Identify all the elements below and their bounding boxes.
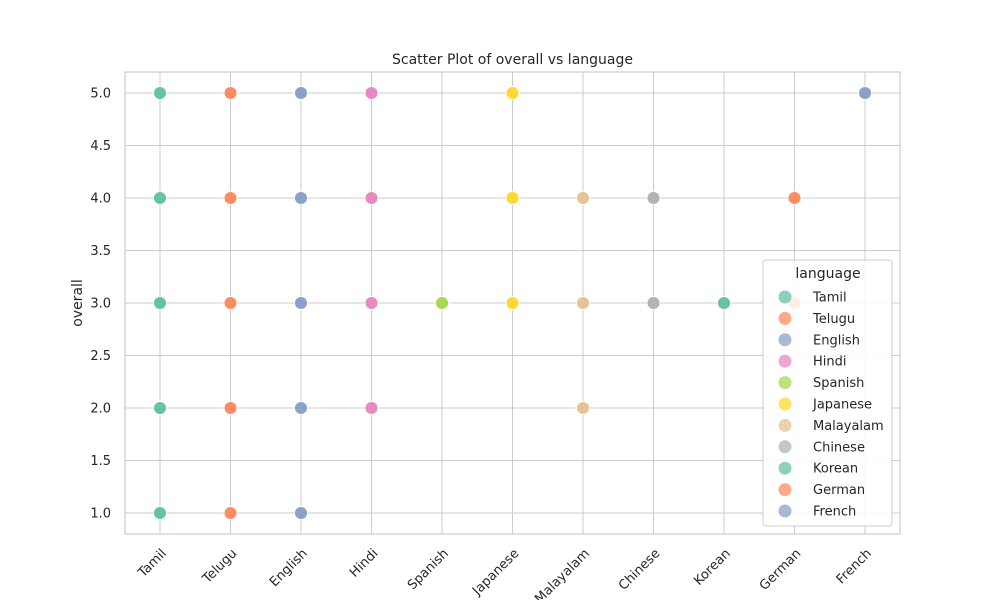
- data-point: [294, 191, 308, 205]
- data-point: [153, 191, 167, 205]
- legend-marker: [778, 376, 792, 390]
- legend-label: German: [813, 483, 865, 498]
- legend-box: [762, 259, 893, 527]
- data-point: [153, 506, 167, 520]
- legend-title: language: [795, 266, 860, 282]
- legend-marker: [778, 290, 792, 304]
- y-tick-label: 2.5: [90, 349, 111, 364]
- data-point: [153, 86, 167, 100]
- legend-label: English: [813, 333, 860, 348]
- legend-marker: [778, 418, 792, 432]
- legend: language Tamil Telugu English Hindi Spanish J…: [762, 259, 893, 527]
- legend-label: Malayalam: [813, 419, 884, 434]
- legend-label: Hindi: [813, 355, 847, 370]
- data-point: [364, 86, 379, 100]
- legend-marker: [778, 333, 792, 347]
- data-point: [858, 86, 872, 100]
- data-point: [576, 401, 590, 415]
- legend-marker: [778, 311, 792, 325]
- y-tick-label: 3.5: [90, 244, 111, 259]
- data-point: [646, 191, 661, 205]
- legend-marker: [778, 397, 792, 411]
- data-point: [153, 296, 167, 310]
- legend-label: French: [813, 505, 856, 520]
- data-point: [294, 506, 308, 520]
- data-point: [435, 296, 449, 310]
- y-tick-labels: 1.0 1.5 2.0 2.5 3.0 3.5 4.0 4.5 5.0: [90, 87, 111, 522]
- data-point: [294, 401, 308, 415]
- data-point: [717, 296, 731, 310]
- y-tick-label: 5.0: [90, 87, 111, 102]
- data-point: [576, 191, 590, 205]
- data-point: [646, 296, 661, 310]
- legend-marker: [778, 461, 792, 475]
- y-tick-label: 1.5: [90, 454, 111, 469]
- legend-items: Tamil Telugu English Hindi Spanish Japanese Ma…: [778, 290, 884, 520]
- data-point: [223, 296, 238, 310]
- data-point: [294, 296, 308, 310]
- data-point: [153, 401, 167, 415]
- data-point: [505, 86, 520, 100]
- legend-marker: [778, 354, 792, 368]
- plot-frame: [124, 71, 901, 535]
- y-tick-label: 1.0: [90, 507, 111, 522]
- legend-label: Japanese: [812, 398, 872, 413]
- legend-label: Tamil: [812, 291, 847, 306]
- data-point: [223, 86, 238, 100]
- data-point: [505, 296, 520, 310]
- legend-label: Chinese: [813, 440, 865, 455]
- legend-label: Spanish: [813, 376, 864, 391]
- legend-label: Telugu: [812, 312, 855, 327]
- data-point: [223, 191, 238, 205]
- y-tick-label: 3.0: [90, 297, 111, 312]
- legend-marker: [778, 440, 792, 454]
- legend-marker: [778, 483, 792, 497]
- chart-title: Scatter Plot of overall vs language: [392, 52, 633, 68]
- legend-label: Korean: [813, 462, 858, 477]
- data-point: [223, 506, 238, 520]
- data-point: [364, 191, 379, 205]
- y-tick-label: 4.5: [90, 139, 111, 154]
- data-points: [153, 86, 872, 520]
- y-tick-label: 2.0: [90, 402, 111, 417]
- data-point: [576, 296, 590, 310]
- data-point: [787, 191, 802, 205]
- legend-marker: [778, 504, 792, 518]
- data-point: [505, 191, 520, 205]
- data-point: [364, 401, 379, 415]
- data-point: [223, 401, 238, 415]
- data-point: [294, 86, 308, 100]
- data-point: [364, 296, 379, 310]
- y-tick-label: 4.0: [90, 192, 111, 207]
- y-axis-label: overall: [70, 279, 86, 327]
